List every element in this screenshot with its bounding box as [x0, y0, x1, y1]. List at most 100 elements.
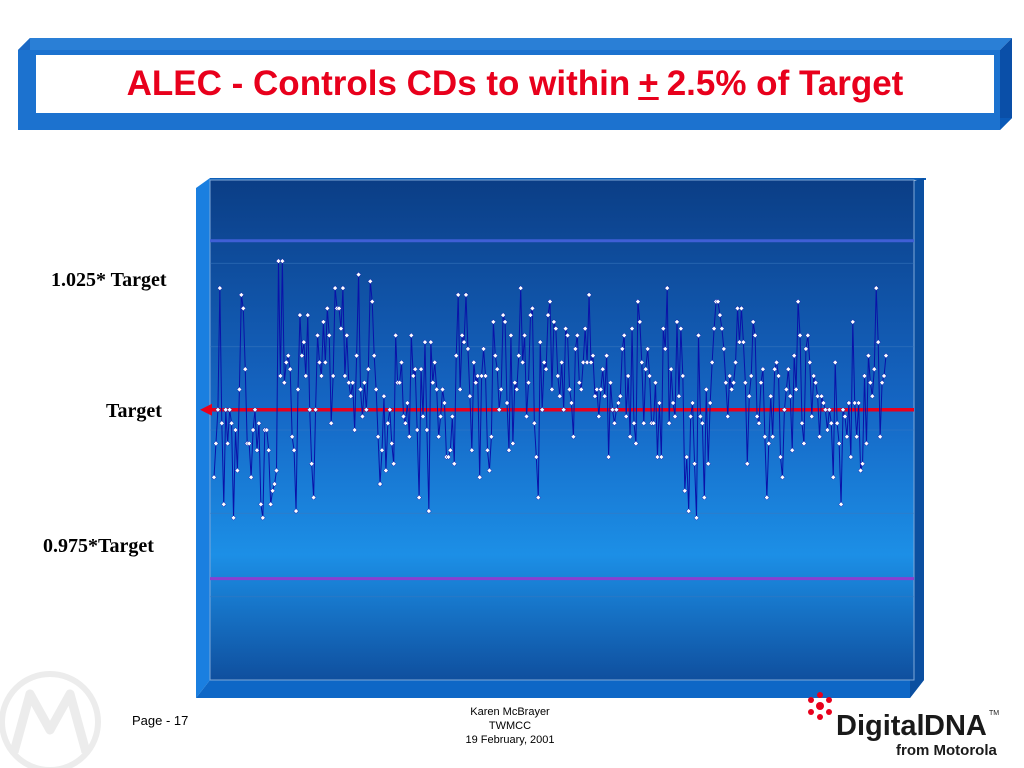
data-point [662, 346, 669, 352]
data-point [629, 325, 635, 332]
data-point [410, 373, 417, 379]
data-point [687, 413, 694, 420]
data-point [596, 413, 602, 420]
lower-limit-label: 0.975*Target [43, 535, 154, 557]
data-point [310, 494, 317, 501]
data-point [619, 346, 626, 352]
data-point [805, 332, 811, 339]
title-banner [18, 38, 1012, 130]
data-point [881, 373, 887, 379]
title-text-end: 2.5% of Target [666, 64, 904, 103]
data-point [697, 413, 704, 420]
data-point [709, 359, 715, 366]
data-point [414, 427, 420, 433]
data-point [303, 373, 309, 379]
data-point [527, 312, 534, 318]
data-point [820, 400, 827, 406]
data-point [279, 258, 286, 264]
data-point [430, 379, 436, 386]
data-point [463, 292, 469, 298]
data-point [715, 298, 721, 305]
data-point [830, 474, 837, 481]
data-point [740, 339, 747, 345]
data-point [508, 332, 514, 339]
data-point [615, 400, 622, 406]
data-point [248, 474, 254, 481]
data-point [361, 379, 368, 386]
data-point [641, 420, 647, 426]
data-point [865, 352, 872, 359]
data-point [631, 420, 637, 426]
data-point [785, 366, 792, 372]
data-point [525, 379, 532, 386]
data-point [564, 332, 571, 339]
data-point [613, 406, 620, 413]
data-point [295, 386, 301, 393]
data-point [799, 420, 805, 426]
data-point [275, 258, 282, 264]
data-point [441, 400, 448, 406]
data-point [529, 305, 536, 312]
data-point [557, 393, 563, 399]
data-point [791, 352, 797, 359]
data-point [316, 359, 323, 366]
data-point [842, 413, 848, 420]
data-point [250, 427, 256, 433]
data-point [637, 319, 643, 325]
data-point [695, 332, 702, 339]
data-point [699, 420, 706, 426]
data-point [756, 420, 762, 426]
data-point [402, 420, 409, 426]
data-point [435, 434, 442, 440]
data-point [377, 481, 383, 487]
data-point [265, 447, 272, 454]
data-point [355, 271, 362, 278]
data-point [809, 413, 815, 420]
data-point [623, 413, 629, 420]
data-point [469, 447, 475, 454]
data-point [287, 366, 293, 372]
data-point [766, 440, 772, 447]
control-chart [196, 178, 926, 698]
data-point [678, 325, 684, 332]
data-point [578, 386, 585, 393]
data-point [558, 359, 565, 366]
data-point [621, 332, 627, 339]
data-point [340, 285, 346, 291]
data-point [473, 379, 479, 386]
data-point [810, 373, 817, 379]
data-point [711, 325, 717, 332]
data-point [455, 292, 461, 298]
digital-dna-logo: Digital DNA TM from Motorola [808, 692, 999, 759]
slide-title: ALEC - Controls CDs to within + 2.5% of … [36, 55, 994, 113]
data-point [824, 427, 831, 433]
data-point [584, 359, 590, 366]
data-point [357, 386, 364, 393]
data-point [654, 454, 661, 460]
data-point [387, 406, 393, 413]
data-point [228, 420, 235, 426]
footer-credits: Karen McBrayer TWMCC 19 February, 2001 [430, 705, 590, 747]
data-point [814, 393, 821, 399]
data-point [459, 332, 465, 339]
data-point [324, 305, 331, 312]
data-point [572, 346, 579, 352]
data-point [553, 325, 559, 332]
data-point [721, 346, 727, 352]
data-point [701, 494, 708, 501]
data-point [326, 332, 333, 339]
data-point [855, 400, 862, 406]
data-point [807, 359, 813, 366]
data-point [723, 379, 729, 386]
data-point [486, 467, 493, 474]
data-point [506, 447, 512, 454]
dna-star-icon [808, 692, 832, 720]
data-point [873, 285, 879, 291]
data-point [599, 366, 606, 372]
page-number: Page - 17 [132, 713, 189, 728]
data-point [758, 379, 764, 386]
data-point [416, 494, 422, 501]
plus-sign: + [638, 64, 659, 103]
data-point [234, 467, 241, 474]
data-point [834, 420, 840, 426]
